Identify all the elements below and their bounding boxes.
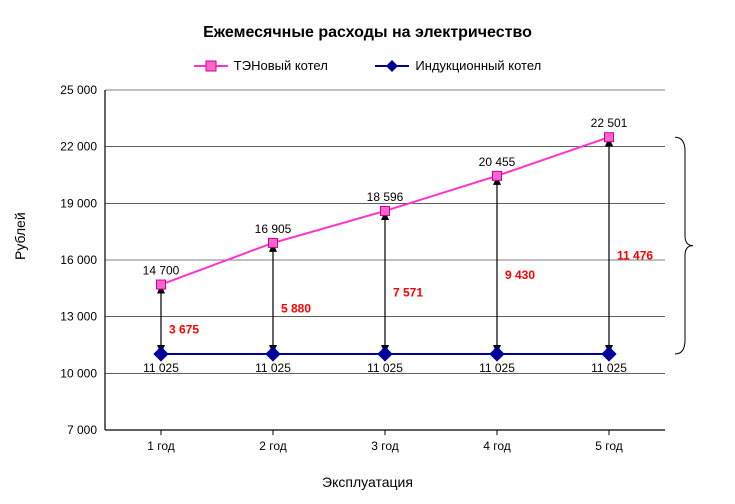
svg-text:9 430: 9 430 bbox=[505, 268, 535, 282]
svg-text:5 880: 5 880 bbox=[281, 301, 311, 315]
legend-marker-ten bbox=[194, 59, 228, 73]
svg-text:11 025: 11 025 bbox=[591, 361, 627, 375]
svg-text:3 год: 3 год bbox=[371, 439, 399, 453]
svg-text:7 000: 7 000 bbox=[67, 423, 97, 437]
svg-text:22 000: 22 000 bbox=[60, 140, 97, 154]
svg-text:2 год: 2 год bbox=[259, 439, 287, 453]
svg-text:5 год: 5 год bbox=[595, 439, 623, 453]
svg-text:16 000: 16 000 bbox=[60, 253, 97, 267]
svg-text:1 год: 1 год bbox=[147, 439, 175, 453]
svg-text:11 025: 11 025 bbox=[479, 361, 515, 375]
svg-text:20 455: 20 455 bbox=[479, 155, 516, 169]
svg-text:18 596: 18 596 bbox=[367, 190, 404, 204]
svg-text:19 000: 19 000 bbox=[60, 196, 97, 210]
svg-text:10 000: 10 000 bbox=[60, 366, 97, 380]
legend-label-ten: ТЭНовый котел bbox=[234, 58, 328, 73]
legend-item-ten: ТЭНовый котел bbox=[194, 58, 328, 73]
y-axis-label: Рублей bbox=[12, 212, 28, 260]
svg-text:7 571: 7 571 bbox=[393, 285, 423, 299]
svg-text:14 700: 14 700 bbox=[143, 264, 180, 278]
svg-text:13 000: 13 000 bbox=[60, 310, 97, 324]
svg-text:11 025: 11 025 bbox=[255, 361, 291, 375]
legend-label-induction: Индукционный котел bbox=[415, 58, 541, 73]
x-axis-label: Эксплуатация bbox=[0, 474, 735, 490]
svg-text:3 675: 3 675 bbox=[169, 322, 199, 336]
svg-text:11 025: 11 025 bbox=[143, 361, 179, 375]
legend-item-induction: Индукционный котел bbox=[375, 58, 541, 73]
chart-legend: ТЭНовый котел Индукционный котел bbox=[0, 58, 735, 76]
plot-area: 7 00010 00013 00016 00019 00022 00025 00… bbox=[105, 90, 665, 430]
svg-text:11 025: 11 025 bbox=[367, 361, 403, 375]
svg-text:16 905: 16 905 bbox=[255, 222, 292, 236]
chart-title: Ежемесячные расходы на электричество bbox=[0, 24, 735, 42]
svg-text:11 476: 11 476 bbox=[617, 249, 653, 263]
chart-container: Ежемесячные расходы на электричество ТЭН… bbox=[0, 0, 735, 504]
svg-text:4 год: 4 год bbox=[483, 439, 511, 453]
svg-text:22 501: 22 501 bbox=[591, 116, 628, 130]
svg-text:25 000: 25 000 bbox=[60, 83, 97, 97]
legend-marker-induction bbox=[375, 59, 409, 73]
